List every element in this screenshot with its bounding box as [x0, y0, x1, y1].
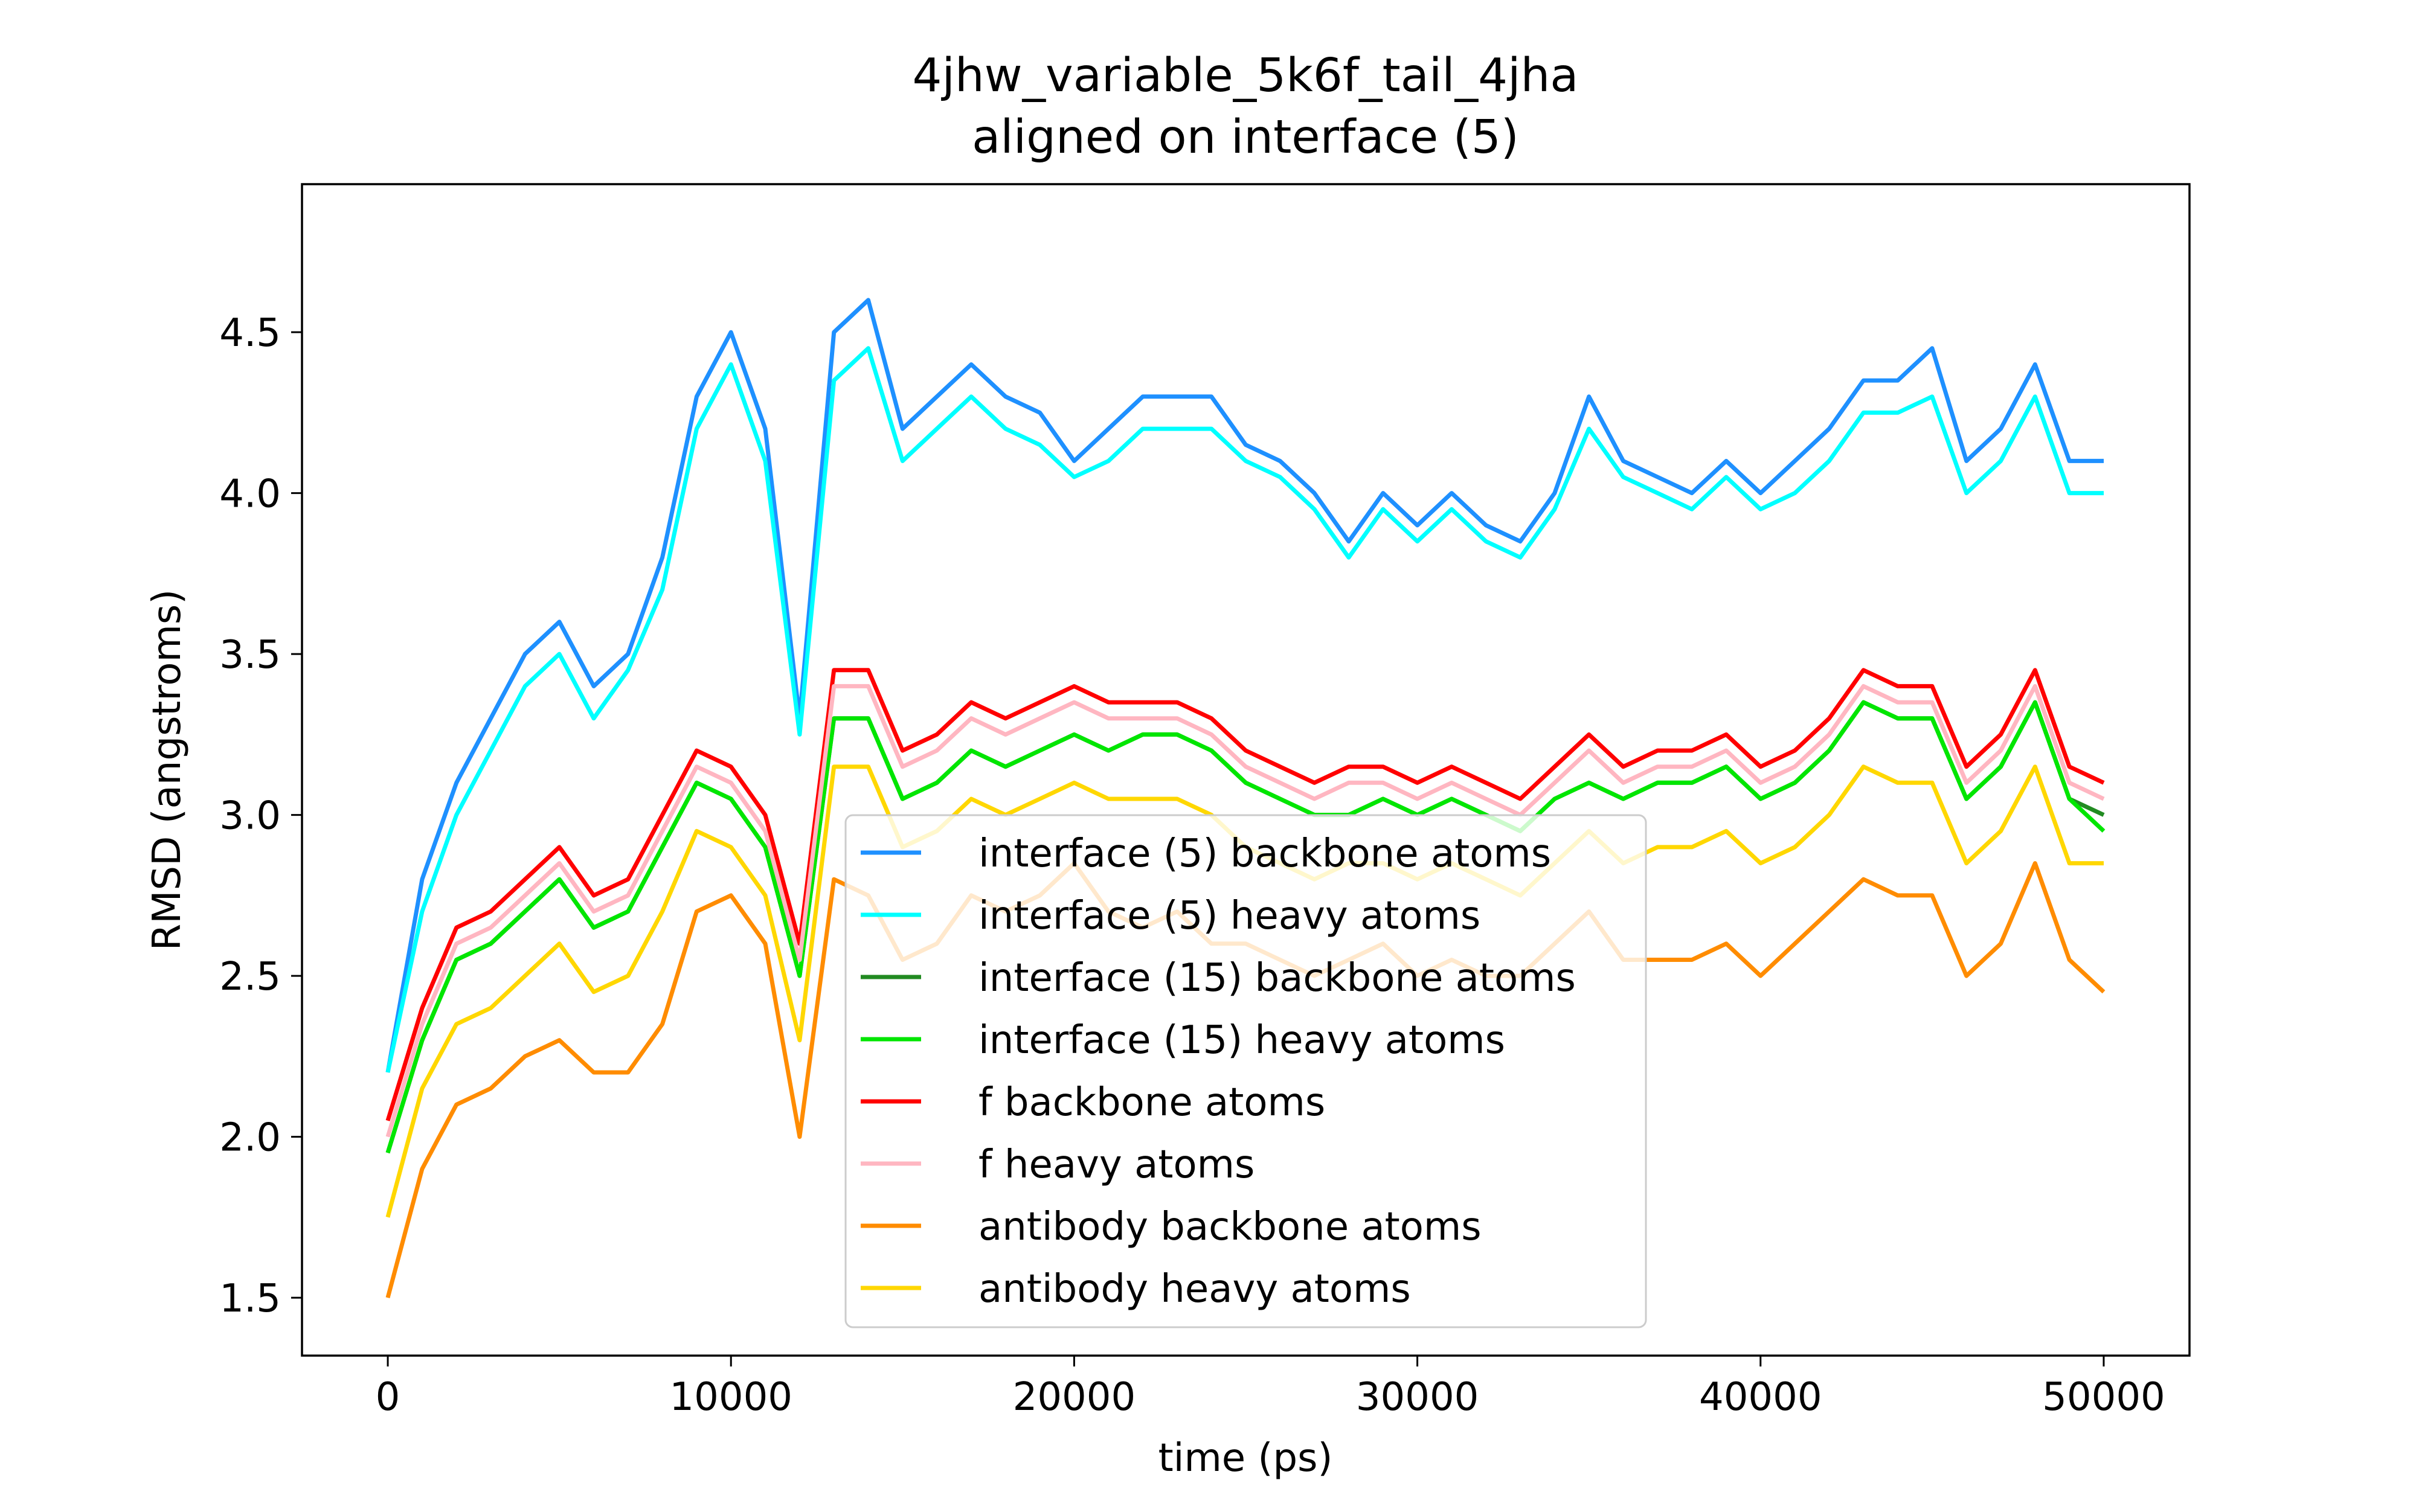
legend-label: antibody backbone atoms: [978, 1205, 1482, 1249]
plot-area: [385, 298, 2106, 1299]
y-tick-label: 1.5: [219, 1277, 281, 1321]
y-axis-label: RMSD (angstroms): [145, 589, 190, 950]
legend: interface (5) backbone atoms interface (5…: [844, 814, 1647, 1328]
series-line-0: [385, 298, 2104, 1073]
y-tick-label: 4.5: [219, 311, 281, 356]
plot-frame: [301, 183, 2191, 1357]
legend-label: interface (5) heavy atoms: [978, 894, 1480, 938]
y-tick-label: 4.0: [219, 472, 281, 517]
x-tick-label: 20000: [1013, 1375, 1136, 1420]
legend-label: interface (15) heavy atoms: [978, 1018, 1505, 1063]
x-tick-label: 0: [376, 1375, 400, 1420]
legend-label: antibody heavy atoms: [978, 1267, 1411, 1312]
y-tick-label: 2.5: [219, 955, 281, 999]
y-tick-label: 3.0: [219, 794, 281, 839]
legend-label: interface (15) backbone atoms: [978, 956, 1576, 1001]
y-tick-label: 3.5: [219, 633, 281, 678]
legend-label: interface (5) backbone atoms: [978, 831, 1551, 876]
x-tick-label: 10000: [669, 1375, 792, 1420]
legend-label: f heavy atoms: [978, 1142, 1255, 1187]
chart-subtitle: aligned on interface (5): [972, 111, 1519, 164]
series-line-1: [385, 346, 2104, 1073]
legend-label: f backbone atoms: [978, 1080, 1325, 1125]
x-axis-label: time (ps): [1158, 1436, 1333, 1481]
x-tick-label: 30000: [1356, 1375, 1479, 1420]
axes: 0 10000 20000 30000 40000 50000 1.5 2.0 2.5 3.0 3.…: [219, 183, 2191, 1420]
series-line-4: [385, 668, 2105, 1121]
x-tick-label: 40000: [1699, 1375, 1822, 1420]
chart-title: 4jhw_variable_5k6f_tail_4jha: [912, 49, 1578, 103]
series-line-5: [385, 684, 2105, 1138]
x-tick-label: 50000: [2042, 1375, 2165, 1420]
y-tick-label: 2.0: [219, 1116, 281, 1161]
series-line-3: [385, 700, 2106, 1154]
legend-box: [844, 814, 1647, 1328]
